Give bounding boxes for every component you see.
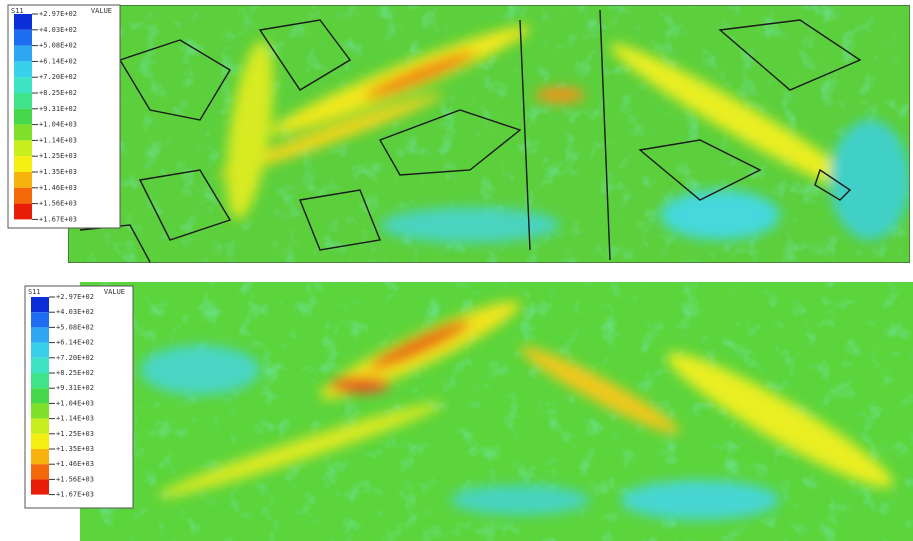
legend-header: VALUE xyxy=(91,7,112,15)
legend-title: S11 xyxy=(11,7,24,15)
legend-swatch xyxy=(31,373,49,389)
legend-label: +1.67E+03 xyxy=(56,491,94,499)
legend-label: +1.14E+03 xyxy=(56,415,94,423)
stress-map-bottom xyxy=(80,282,913,541)
stress-map-top xyxy=(68,5,910,263)
legend-swatch xyxy=(14,156,32,172)
legend-swatch xyxy=(31,418,49,434)
legend-swatch xyxy=(14,61,32,78)
legend-swatch xyxy=(14,45,32,62)
legend-label: +2.97E+02 xyxy=(56,293,94,301)
legend-swatch xyxy=(31,327,49,343)
legend-header: VALUE xyxy=(104,288,125,296)
legend-label: +1.14E+03 xyxy=(39,136,77,144)
legend-label: +1.35E+03 xyxy=(39,168,77,176)
legend-label: +1.04E+03 xyxy=(39,121,77,129)
legend-label: +5.08E+02 xyxy=(56,323,94,331)
legend-swatch xyxy=(14,203,32,220)
legend-swatch xyxy=(31,357,49,373)
legend-swatch xyxy=(14,108,32,125)
legend-label: +1.35E+03 xyxy=(56,445,94,453)
legend-label: +5.08E+02 xyxy=(39,42,77,50)
legend-label: +6.14E+02 xyxy=(39,57,77,65)
legend-swatch xyxy=(14,77,32,93)
legend-swatch xyxy=(31,312,49,328)
legend-swatch xyxy=(14,172,32,188)
legend-swatch xyxy=(31,342,49,358)
legend-label: +9.31E+02 xyxy=(39,105,77,113)
legend-swatch xyxy=(14,14,32,30)
legend-label: +2.97E+02 xyxy=(39,10,77,18)
legend-swatch xyxy=(31,403,49,419)
legend-title: S11 xyxy=(28,288,41,296)
legend-swatch xyxy=(31,433,49,449)
legend-label: +8.25E+02 xyxy=(56,369,94,377)
legend-label: +7.20E+02 xyxy=(39,73,77,81)
legend-swatch xyxy=(14,93,32,109)
legend-label: +1.46E+03 xyxy=(39,184,77,192)
legend-label: +1.56E+03 xyxy=(39,200,77,208)
legend-label: +9.31E+02 xyxy=(56,384,94,392)
legend-label: +1.04E+03 xyxy=(56,399,94,407)
legend-swatch xyxy=(31,464,49,480)
legend-label: +1.46E+03 xyxy=(56,460,94,468)
legend-label: +1.67E+03 xyxy=(39,215,77,223)
legend-swatch xyxy=(31,479,49,495)
legend-label: +1.25E+03 xyxy=(56,430,94,438)
legend-label: +4.03E+02 xyxy=(39,26,77,34)
legend-swatch xyxy=(14,140,32,157)
legend-swatch xyxy=(14,124,32,141)
legend-swatch xyxy=(31,297,49,313)
legend-label: +7.20E+02 xyxy=(56,354,94,362)
legend-swatch xyxy=(14,29,32,46)
legend-swatch xyxy=(31,449,49,465)
legend-swatch xyxy=(31,388,49,404)
legend-swatch xyxy=(14,187,32,204)
legend-label: +6.14E+02 xyxy=(56,339,94,347)
legend-label: +4.03E+02 xyxy=(56,308,94,316)
legend-label: +1.25E+03 xyxy=(39,152,77,160)
legend-label: +8.25E+02 xyxy=(39,89,77,97)
legend-label: +1.56E+03 xyxy=(56,475,94,483)
